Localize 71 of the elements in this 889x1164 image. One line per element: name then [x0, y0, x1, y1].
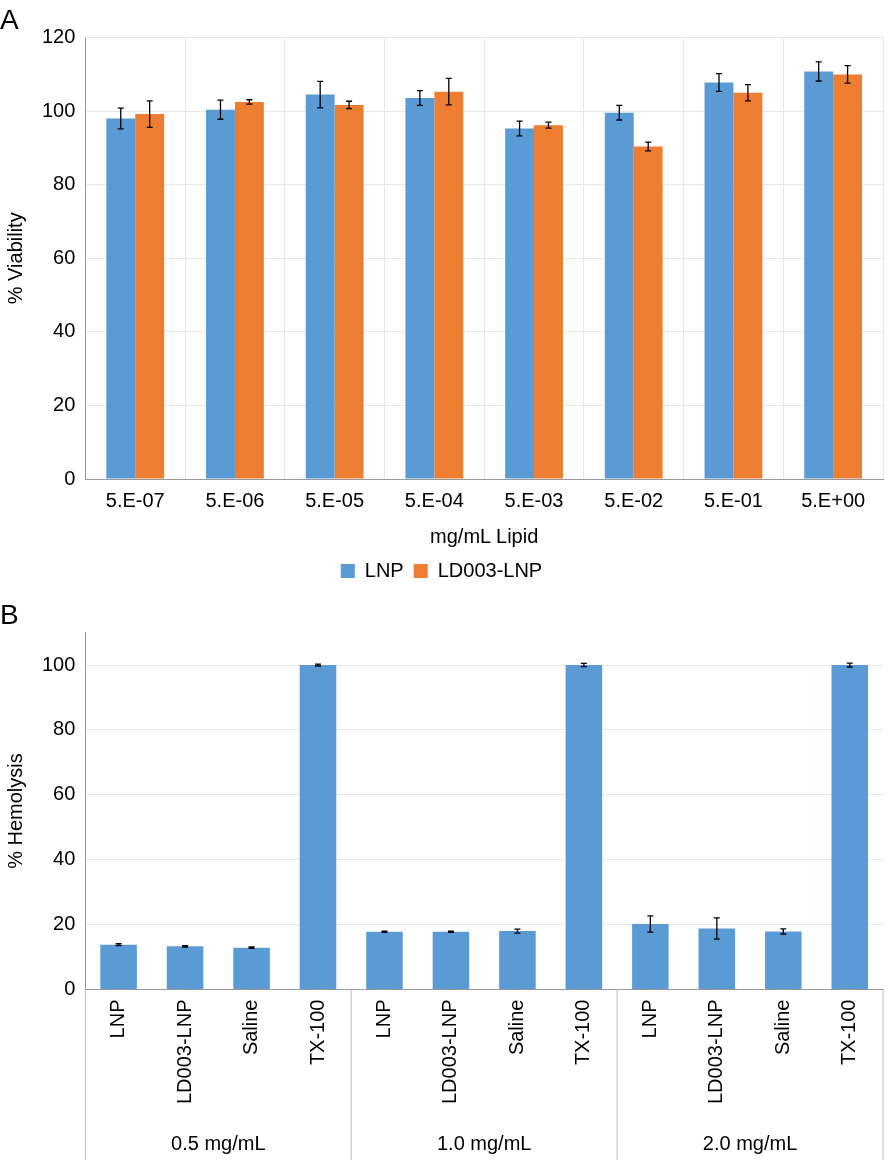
y-tick-label: 60: [53, 782, 76, 805]
bar: [405, 97, 435, 479]
x-tick-label: LNP: [106, 999, 129, 1039]
x-tick-label: TX-100: [837, 999, 860, 1066]
x-tick-label: Saline: [770, 999, 793, 1056]
y-tick-label: 80: [53, 717, 76, 740]
x-tick-label: 5.E-05: [305, 488, 365, 511]
x-axis-title: mg/mL Lipid: [430, 524, 539, 547]
x-tick-label: 5.E+00: [801, 488, 866, 511]
y-axis-title: % Hemolysis: [3, 753, 26, 869]
y-tick-label: 60: [53, 245, 76, 268]
y-tick-label: 120: [41, 25, 76, 48]
bar: [831, 665, 869, 989]
bar: [305, 94, 335, 479]
bar: [633, 146, 663, 479]
bar: [366, 931, 403, 989]
y-tick-label: 100: [41, 652, 76, 675]
text: 1.0 mg/mL: [436, 1131, 532, 1154]
bar: [135, 114, 165, 479]
x-tick-label: TX-100: [305, 999, 328, 1066]
y-tick-label: 20: [53, 912, 76, 935]
y-tick-label: 20: [53, 392, 76, 415]
x-tick-label: 5.E-02: [604, 488, 664, 511]
bar: [833, 74, 863, 479]
bar: [704, 82, 734, 479]
bar: [565, 665, 603, 989]
bar: [166, 946, 204, 989]
x-tick-label: 5.E-04: [404, 488, 464, 511]
x-tick-label: LD003-LNP: [704, 999, 727, 1105]
legend-label: LD003-LNP: [437, 558, 543, 581]
x-tick-label: 5.E-06: [205, 488, 265, 511]
bar: [698, 928, 736, 989]
bar: [804, 71, 834, 479]
bar: [632, 923, 669, 989]
x-tick-label: Saline: [239, 999, 262, 1056]
x-tick-label: LNP: [637, 999, 660, 1039]
bar: [432, 931, 470, 989]
chart-title: A: [0, 3, 19, 35]
x-tick-label: 5.E-07: [105, 488, 165, 511]
text: 0.5 mg/mL: [171, 1131, 266, 1154]
bar: [299, 665, 337, 989]
y-tick-label: 0: [64, 977, 76, 1000]
bar: [233, 947, 270, 989]
bar: [206, 109, 235, 479]
bar: [505, 128, 535, 479]
x-tick-label: 5.E-03: [504, 488, 564, 511]
y-tick-label: 0: [64, 466, 76, 489]
bar: [604, 112, 634, 479]
bar: [534, 125, 563, 479]
bar: [106, 118, 136, 479]
y-tick-label: 100: [41, 98, 76, 121]
x-tick-label: Saline: [504, 999, 527, 1056]
bar: [334, 104, 364, 479]
text: 2.0 mg/mL: [702, 1131, 798, 1154]
x-tick-label: LNP: [372, 999, 394, 1039]
bar: [100, 944, 137, 989]
chart-title: B: [0, 598, 19, 630]
y-axis-title: % Viability: [3, 212, 26, 305]
bar: [234, 101, 264, 479]
bar: [765, 931, 802, 989]
bar: [434, 91, 464, 479]
y-tick-label: 80: [53, 172, 76, 195]
legend-label: LNP: [364, 558, 404, 581]
bar: [499, 931, 536, 989]
x-tick-label: TX-100: [571, 999, 594, 1066]
y-tick-label: 40: [53, 847, 76, 870]
x-tick-label: LD003-LNP: [172, 999, 195, 1105]
y-tick-label: 40: [53, 319, 76, 342]
x-tick-label: 5.E-01: [703, 488, 763, 511]
bar: [733, 92, 763, 479]
x-tick-label: LD003-LNP: [438, 999, 461, 1105]
